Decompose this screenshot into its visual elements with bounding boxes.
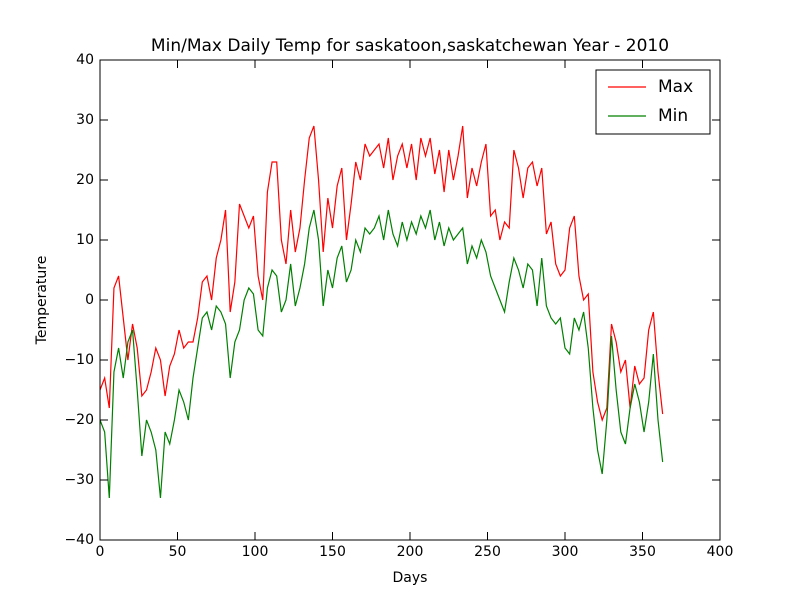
x-tick-label: 400 bbox=[707, 544, 734, 560]
x-tick-label: 200 bbox=[397, 544, 424, 560]
x-tick-label: 50 bbox=[169, 544, 187, 560]
x-tick-label: 0 bbox=[96, 544, 105, 560]
x-tick-label: 300 bbox=[552, 544, 579, 560]
y-tick-label: 30 bbox=[76, 112, 94, 128]
x-tick-label: 350 bbox=[629, 544, 656, 560]
y-tick-label: −10 bbox=[64, 352, 94, 368]
y-tick-label: −30 bbox=[64, 472, 94, 488]
x-tick-label: 100 bbox=[242, 544, 269, 560]
x-tick-label: 150 bbox=[319, 544, 346, 560]
chart-title: Min/Max Daily Temp for saskatoon,saskatc… bbox=[151, 36, 669, 56]
legend-label: Max bbox=[658, 77, 693, 97]
y-tick-label: −40 bbox=[64, 532, 94, 548]
x-tick-label: 250 bbox=[474, 544, 501, 560]
y-tick-label: −20 bbox=[64, 412, 94, 428]
y-tick-label: 10 bbox=[76, 232, 94, 248]
y-tick-label: 40 bbox=[76, 52, 94, 68]
legend-label: Min bbox=[658, 106, 688, 126]
y-axis-label: Temperature bbox=[34, 256, 50, 346]
y-tick-label: 20 bbox=[76, 172, 94, 188]
y-tick-label: 0 bbox=[85, 292, 94, 308]
data-line bbox=[99, 125, 664, 422]
legend-box bbox=[595, 69, 711, 135]
x-axis-label: Days bbox=[393, 570, 428, 586]
data-line bbox=[99, 209, 664, 499]
